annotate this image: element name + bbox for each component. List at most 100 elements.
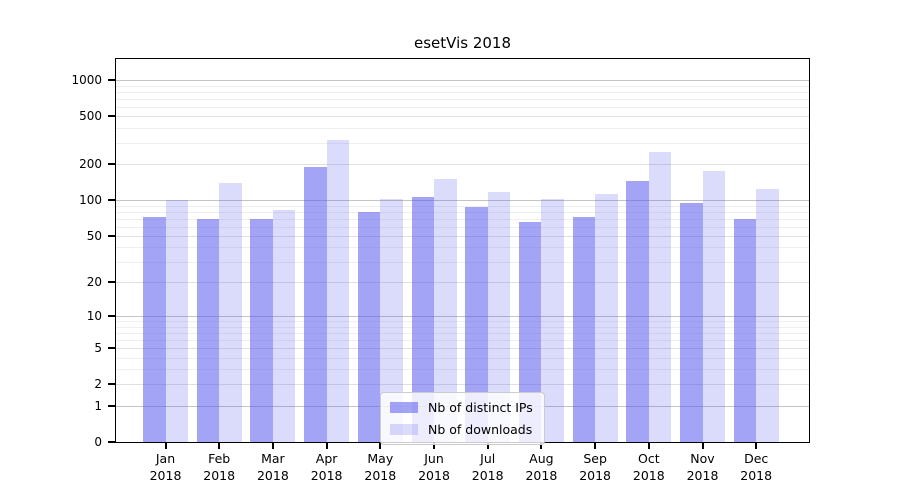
x-tick-mark-may <box>379 442 382 449</box>
x-tick-label-may: May 2018 <box>348 450 412 484</box>
gridline-minor <box>116 226 809 228</box>
y-tick-label-5: 5 <box>94 341 102 356</box>
y-tick-mark-20 <box>108 281 115 284</box>
x-tick-label-feb: Feb 2018 <box>187 450 251 484</box>
gridline-20 <box>116 282 809 284</box>
gridline-minor <box>116 247 809 249</box>
chart-title: esetVis 2018 <box>413 34 511 52</box>
gridline-500 <box>116 116 809 118</box>
bar-downloads-dec <box>756 189 779 442</box>
gridline-minor <box>116 127 809 129</box>
x-tick-mark-mar <box>271 442 274 449</box>
gridline-minor <box>116 98 809 100</box>
x-tick-year: 2018 <box>203 468 236 483</box>
bar-downloads-feb <box>219 182 242 442</box>
gridline-minor <box>116 321 809 323</box>
y-tick-label-0: 0 <box>94 435 102 449</box>
x-tick-year: 2018 <box>364 468 397 483</box>
bar-distinct-ips-feb <box>196 218 220 442</box>
bar-downloads-jan <box>165 200 188 442</box>
gridline-minor <box>116 91 809 93</box>
x-tick-year: 2018 <box>310 468 343 483</box>
x-tick-year: 2018 <box>740 468 773 483</box>
x-tick-month: Feb <box>208 451 231 466</box>
gridline-minor <box>116 369 809 371</box>
x-tick-month: Oct <box>637 451 660 466</box>
y-tick-label-1: 1 <box>94 398 102 413</box>
x-tick-label-dec: Dec 2018 <box>724 450 788 484</box>
gridline-minor <box>116 326 809 328</box>
y-tick-label-100: 100 <box>79 193 102 208</box>
bar-distinct-ips-jun <box>411 197 434 442</box>
bar-downloads-may <box>380 199 403 442</box>
bar-distinct-ips-apr <box>304 166 327 442</box>
x-tick-year: 2018 <box>418 468 450 483</box>
gridline-minor <box>116 106 809 108</box>
x-tick-year: 2018 <box>149 468 182 483</box>
y-tick-mark-0 <box>108 441 115 443</box>
legend: Nb of distinct IPs Nb of downloads <box>380 392 545 445</box>
x-tick-mark-jan <box>164 442 167 449</box>
bar-distinct-ips-jan <box>143 217 166 442</box>
y-tick-mark-10 <box>108 315 115 318</box>
gridline-5 <box>116 348 809 350</box>
x-tick-mark-aug <box>540 442 543 449</box>
y-tick-label-10: 10 <box>86 309 102 324</box>
gridline-50 <box>116 235 809 237</box>
x-tick-label-apr: Apr 2018 <box>295 450 359 484</box>
bar-distinct-ips-mar <box>250 218 273 442</box>
x-tick-year: 2018 <box>471 468 504 483</box>
x-tick-label-aug: Aug 2018 <box>509 450 573 484</box>
gridline-minor <box>116 333 809 335</box>
x-tick-label-mar: Mar 2018 <box>241 450 305 484</box>
x-tick-month: Jan <box>155 451 176 466</box>
x-tick-year: 2018 <box>632 468 665 483</box>
bar-distinct-ips-dec <box>733 218 757 442</box>
y-tick-mark-5 <box>108 347 115 350</box>
y-tick-mark-2 <box>108 383 115 386</box>
gridline-minor <box>116 262 809 264</box>
bar-distinct-ips-nov <box>680 202 703 442</box>
gridline-2 <box>116 384 809 386</box>
gridline-minor <box>116 205 809 207</box>
x-tick-month: Jun <box>424 451 444 466</box>
bar-downloads-oct <box>648 152 672 442</box>
gridline-minor <box>116 357 809 359</box>
x-tick-label-jun: Jun 2018 <box>402 450 466 484</box>
y-tick-label-200: 200 <box>79 157 102 172</box>
bar-distinct-ips-sep <box>572 217 596 442</box>
bar-downloads-jun <box>434 179 457 442</box>
legend-item-downloads: Nb of downloads <box>390 422 533 437</box>
legend-swatch-downloads <box>390 424 418 435</box>
y-tick-label-2: 2 <box>94 377 102 392</box>
x-tick-year: 2018 <box>256 468 289 483</box>
x-tick-year: 2018 <box>686 468 719 483</box>
gridline-minor <box>116 211 809 213</box>
x-tick-label-nov: Nov 2018 <box>671 450 735 484</box>
y-tick-label-1000: 1000 <box>71 73 102 87</box>
x-tick-label-jan: Jan 2018 <box>134 450 198 484</box>
x-tick-mark-oct <box>647 442 650 449</box>
bar-downloads-mar <box>272 210 296 442</box>
legend-item-distinct-ips: Nb of distinct IPs <box>390 400 533 415</box>
y-tick-label-50: 50 <box>86 228 102 243</box>
x-tick-label-jul: Jul 2018 <box>456 450 520 484</box>
y-tick-mark-1000 <box>108 79 115 81</box>
x-tick-month: Sep <box>583 451 607 466</box>
y-tick-label-20: 20 <box>86 275 102 290</box>
bar-distinct-ips-may <box>357 212 381 442</box>
gridline-minor <box>116 218 809 220</box>
y-tick-mark-1 <box>108 404 115 407</box>
legend-label-downloads: Nb of downloads <box>428 422 533 437</box>
x-tick-mark-nov <box>701 442 704 449</box>
x-tick-month: Dec <box>744 451 769 466</box>
bar-downloads-sep <box>595 193 618 442</box>
x-tick-year: 2018 <box>525 468 558 483</box>
x-tick-month: Jul <box>480 451 496 466</box>
y-tick-mark-50 <box>108 234 115 237</box>
plot-area <box>115 58 810 443</box>
x-tick-label-sep: Sep 2018 <box>563 450 627 484</box>
x-tick-year: 2018 <box>579 468 611 483</box>
gridline-minor <box>116 85 809 87</box>
y-tick-mark-100 <box>108 199 115 202</box>
